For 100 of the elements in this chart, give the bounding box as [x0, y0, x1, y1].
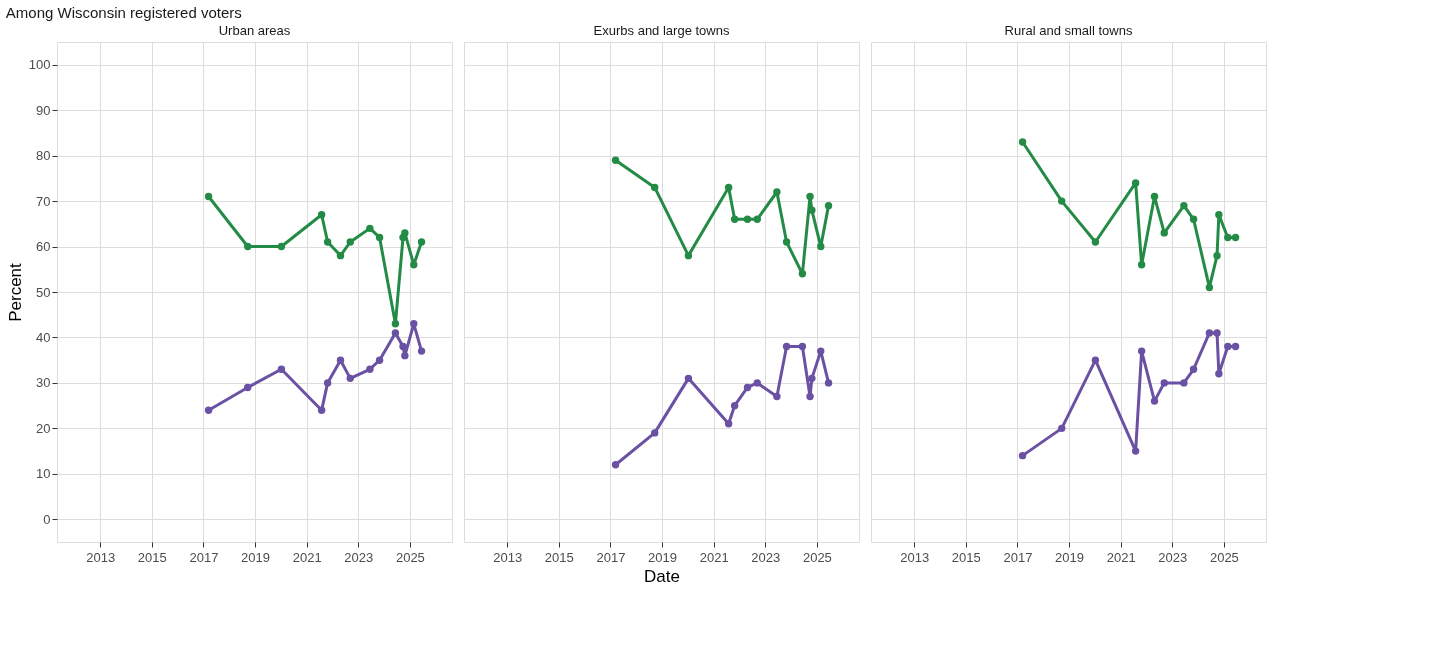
point: [1180, 379, 1188, 387]
x-tick-label: 2021: [292, 549, 322, 565]
y-tick-label: 0: [43, 511, 51, 527]
point: [684, 251, 693, 260]
x-tick-label: 2021: [1106, 549, 1136, 565]
point: [1224, 233, 1232, 242]
x-tick-label: 2025: [802, 549, 832, 565]
point: [753, 215, 761, 223]
point: [782, 342, 791, 351]
point: [817, 347, 825, 355]
point: [346, 238, 354, 246]
x-tick-label: 2021: [699, 549, 729, 565]
point: [391, 320, 400, 328]
y-tick-label: 100: [28, 57, 51, 73]
point: [1189, 365, 1198, 373]
point: [1205, 329, 1214, 337]
point: [611, 156, 620, 164]
point: [1131, 447, 1140, 455]
point: [1180, 201, 1188, 210]
point: [244, 383, 252, 392]
x-tick-label: 2013: [86, 549, 116, 565]
point: [1213, 251, 1221, 260]
point: [346, 374, 354, 383]
chart-title: Rural and small towns: [1004, 23, 1133, 38]
point: [824, 201, 833, 210]
point: [743, 383, 752, 392]
y-axis-title: Percent: [5, 262, 25, 322]
point: [1058, 424, 1066, 433]
x-tick-label: 2015: [137, 549, 167, 565]
x-tick-label: 2023: [1158, 549, 1188, 565]
point: [244, 242, 252, 251]
point: [366, 365, 374, 373]
point: [417, 238, 426, 246]
x-tick-label: 2023: [344, 549, 374, 565]
point: [277, 365, 286, 373]
y-tick-label: 10: [36, 466, 51, 482]
point: [651, 429, 659, 437]
point: [1213, 329, 1221, 337]
point: [806, 392, 814, 401]
point: [1160, 229, 1168, 237]
x-tick-label: 2015: [951, 549, 981, 565]
chart-title: Exurbs and large towns: [593, 23, 730, 38]
point: [375, 356, 384, 364]
point: [824, 379, 833, 387]
point: [798, 270, 807, 278]
point: [817, 242, 825, 251]
point: [204, 192, 213, 201]
point: [366, 224, 374, 233]
point: [730, 215, 739, 223]
x-tick-label: 2017: [596, 549, 626, 565]
point: [1137, 347, 1146, 355]
point: [1160, 379, 1168, 387]
point: [277, 242, 286, 251]
point: [808, 374, 816, 383]
point: [336, 356, 345, 364]
y-tick-label: 80: [36, 148, 51, 164]
point: [743, 215, 752, 223]
y-tick-label: 90: [36, 102, 51, 118]
point: [1150, 397, 1159, 405]
x-tick-label: 2013: [493, 549, 523, 565]
point: [1018, 138, 1027, 146]
x-tick-label: 2019: [1055, 549, 1084, 565]
y-tick-label: 60: [36, 239, 51, 255]
point: [417, 347, 426, 355]
x-axis-title: Date: [644, 566, 680, 586]
point: [1231, 342, 1240, 351]
x-tick-label: 2023: [751, 549, 781, 565]
point: [317, 406, 326, 414]
x-tick-label: 2017: [189, 549, 219, 565]
point: [1091, 238, 1100, 246]
y-tick-label: 70: [36, 193, 51, 209]
point: [401, 229, 409, 237]
x-tick-label: 2025: [1209, 549, 1239, 565]
point: [204, 406, 213, 414]
point: [684, 374, 693, 383]
point: [1137, 261, 1146, 269]
point: [410, 261, 418, 269]
point: [753, 379, 761, 387]
point: [1215, 211, 1223, 219]
point: [1215, 370, 1223, 378]
point: [336, 251, 345, 260]
point: [724, 183, 733, 192]
point: [724, 420, 733, 428]
point: [375, 233, 384, 242]
point: [1150, 192, 1159, 201]
y-tick-label: 20: [36, 420, 51, 436]
point: [1224, 342, 1232, 351]
point: [773, 392, 781, 401]
point: [782, 238, 791, 246]
x-tick-label: 2015: [544, 549, 574, 565]
y-tick-label: 50: [36, 284, 51, 300]
point: [1058, 197, 1066, 205]
point: [611, 461, 620, 469]
x-tick-label: 2013: [900, 549, 930, 565]
point: [798, 342, 807, 351]
x-tick-label: 2025: [395, 549, 425, 565]
point: [730, 401, 739, 410]
point: [401, 351, 409, 360]
point: [323, 379, 332, 387]
point: [806, 192, 814, 201]
